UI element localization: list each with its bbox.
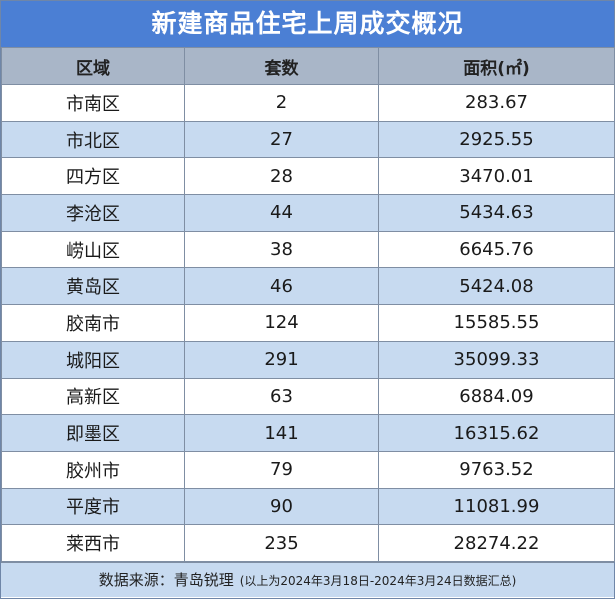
region-cell: 李沧区 bbox=[1, 194, 185, 232]
area-cell: 9763.52 bbox=[378, 450, 615, 489]
area-cell: 283.67 bbox=[378, 84, 615, 122]
region-cell: 高新区 bbox=[1, 377, 185, 416]
source-footer: 数据来源：青岛锐理 (以上为2024年3月18日-2024年3月24日数据汇总) bbox=[1, 561, 614, 597]
column-header-region: 区域 bbox=[1, 47, 185, 85]
units-cell: 79 bbox=[184, 450, 379, 489]
units-cell: 2 bbox=[184, 84, 379, 122]
table-row: 四方区 28 3470.01 bbox=[1, 157, 615, 196]
units-cell: 46 bbox=[184, 267, 379, 306]
units-cell: 90 bbox=[184, 487, 379, 526]
area-cell: 28274.22 bbox=[378, 524, 615, 562]
units-cell: 44 bbox=[184, 194, 379, 232]
transactions-table: 区域 套数 面积(㎡) 市南区 2 283.67 市北区 27 2925.55 … bbox=[1, 47, 615, 562]
date-range-note: (以上为2024年3月18日-2024年3月24日数据汇总) bbox=[239, 573, 517, 588]
table-row: 莱西市 235 28274.22 bbox=[1, 524, 615, 562]
region-cell: 平度市 bbox=[1, 487, 185, 526]
region-cell: 市北区 bbox=[1, 120, 185, 159]
table-row: 城阳区 291 35099.33 bbox=[1, 340, 615, 379]
area-cell: 6884.09 bbox=[378, 377, 615, 416]
table-row: 市北区 27 2925.55 bbox=[1, 120, 615, 159]
area-cell: 6645.76 bbox=[378, 230, 615, 269]
table-row: 黄岛区 46 5424.08 bbox=[1, 267, 615, 306]
region-cell: 黄岛区 bbox=[1, 267, 185, 306]
page-title: 新建商品住宅上周成交概况 bbox=[1, 1, 614, 47]
area-cell: 2925.55 bbox=[378, 120, 615, 159]
table-row: 高新区 63 6884.09 bbox=[1, 377, 615, 416]
region-cell: 城阳区 bbox=[1, 340, 185, 379]
region-cell: 胶州市 bbox=[1, 450, 185, 489]
table-row: 市南区 2 283.67 bbox=[1, 84, 615, 122]
table-row: 胶南市 124 15585.55 bbox=[1, 304, 615, 342]
area-cell: 11081.99 bbox=[378, 487, 615, 526]
region-cell: 即墨区 bbox=[1, 414, 185, 452]
region-cell: 四方区 bbox=[1, 157, 185, 196]
area-cell: 5434.63 bbox=[378, 194, 615, 232]
area-cell: 5424.08 bbox=[378, 267, 615, 306]
area-cell: 35099.33 bbox=[378, 340, 615, 379]
units-cell: 124 bbox=[184, 304, 379, 342]
units-cell: 291 bbox=[184, 340, 379, 379]
region-cell: 胶南市 bbox=[1, 304, 185, 342]
table-row: 平度市 90 11081.99 bbox=[1, 487, 615, 526]
units-cell: 27 bbox=[184, 120, 379, 159]
column-header-area: 面积(㎡) bbox=[378, 47, 615, 85]
table-row: 李沧区 44 5434.63 bbox=[1, 194, 615, 232]
table-row: 即墨区 141 16315.62 bbox=[1, 414, 615, 452]
units-cell: 28 bbox=[184, 157, 379, 196]
table-row: 胶州市 79 9763.52 bbox=[1, 450, 615, 489]
region-cell: 莱西市 bbox=[1, 524, 185, 562]
area-cell: 3470.01 bbox=[378, 157, 615, 196]
units-cell: 38 bbox=[184, 230, 379, 269]
column-header-units: 套数 bbox=[184, 47, 379, 85]
table-row: 崂山区 38 6645.76 bbox=[1, 230, 615, 269]
region-cell: 崂山区 bbox=[1, 230, 185, 269]
units-cell: 235 bbox=[184, 524, 379, 562]
units-cell: 141 bbox=[184, 414, 379, 452]
data-source-text: 数据来源：青岛锐理 bbox=[98, 570, 234, 589]
table-header-row: 区域 套数 面积(㎡) bbox=[1, 47, 615, 85]
area-cell: 16315.62 bbox=[378, 414, 615, 452]
region-cell: 市南区 bbox=[1, 84, 185, 122]
units-cell: 63 bbox=[184, 377, 379, 416]
area-cell: 15585.55 bbox=[378, 304, 615, 342]
